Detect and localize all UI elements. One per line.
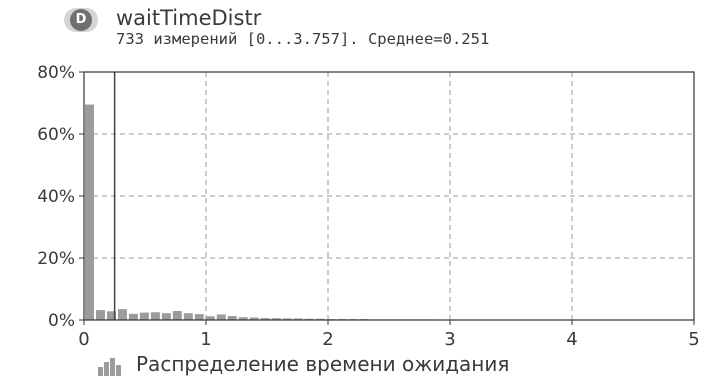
histogram-bar (95, 310, 105, 320)
histogram-bar (194, 314, 204, 320)
histogram-bar (293, 318, 303, 320)
histogram-bar (216, 314, 226, 320)
histogram-bar (282, 318, 292, 320)
histogram-bars (85, 104, 545, 320)
y-tick-label: 0% (48, 311, 75, 331)
histogram-bar (150, 312, 160, 320)
y-axis-ticks: 0% 20% 40% 60% 80% (37, 63, 84, 331)
histogram-bar (128, 313, 138, 320)
dataset-icon: D (64, 8, 98, 32)
x-axis-ticks: 0 1 2 3 4 5 (78, 320, 700, 350)
histogram-bar (271, 318, 281, 320)
histogram-bar (172, 311, 182, 320)
histogram-chart: 0% 20% 40% 60% 80% 0 1 2 3 4 5 (37, 63, 700, 350)
legend-label: Распределение времени ожидания (136, 352, 510, 376)
legend-histogram-icon (98, 358, 121, 376)
histogram-bar (139, 312, 149, 320)
y-tick-label: 60% (37, 125, 75, 145)
histogram-bar (304, 318, 314, 320)
histogram-bar (183, 313, 193, 320)
x-tick-label: 4 (566, 329, 577, 350)
dataset-icon-letter: D (70, 9, 92, 31)
histogram-bar (260, 318, 270, 320)
x-tick-label: 5 (688, 329, 699, 350)
histogram-bar (161, 313, 171, 320)
grid-lines (84, 72, 694, 320)
y-tick-label: 40% (37, 187, 75, 207)
histogram-bar (315, 318, 325, 320)
x-tick-label: 2 (322, 329, 333, 350)
x-tick-label: 0 (78, 329, 89, 350)
histogram-bar (249, 317, 259, 320)
histogram-bar (117, 309, 127, 320)
chart-subtitle: 733 измерений [0...3.757]. Среднее=0.251 (116, 30, 490, 48)
y-tick-label: 20% (37, 249, 75, 269)
chart-title: waitTimeDistr (116, 6, 262, 30)
histogram-bar (238, 317, 248, 320)
x-tick-label: 3 (444, 329, 455, 350)
y-tick-label: 80% (37, 63, 75, 83)
chart-header: D waitTimeDistr 733 измерений [0...3.757… (64, 4, 624, 48)
x-tick-label: 1 (200, 329, 211, 350)
histogram-bar (85, 104, 94, 320)
histogram-bar (106, 311, 116, 320)
histogram-bar (205, 316, 215, 320)
histogram-bar (227, 315, 237, 320)
